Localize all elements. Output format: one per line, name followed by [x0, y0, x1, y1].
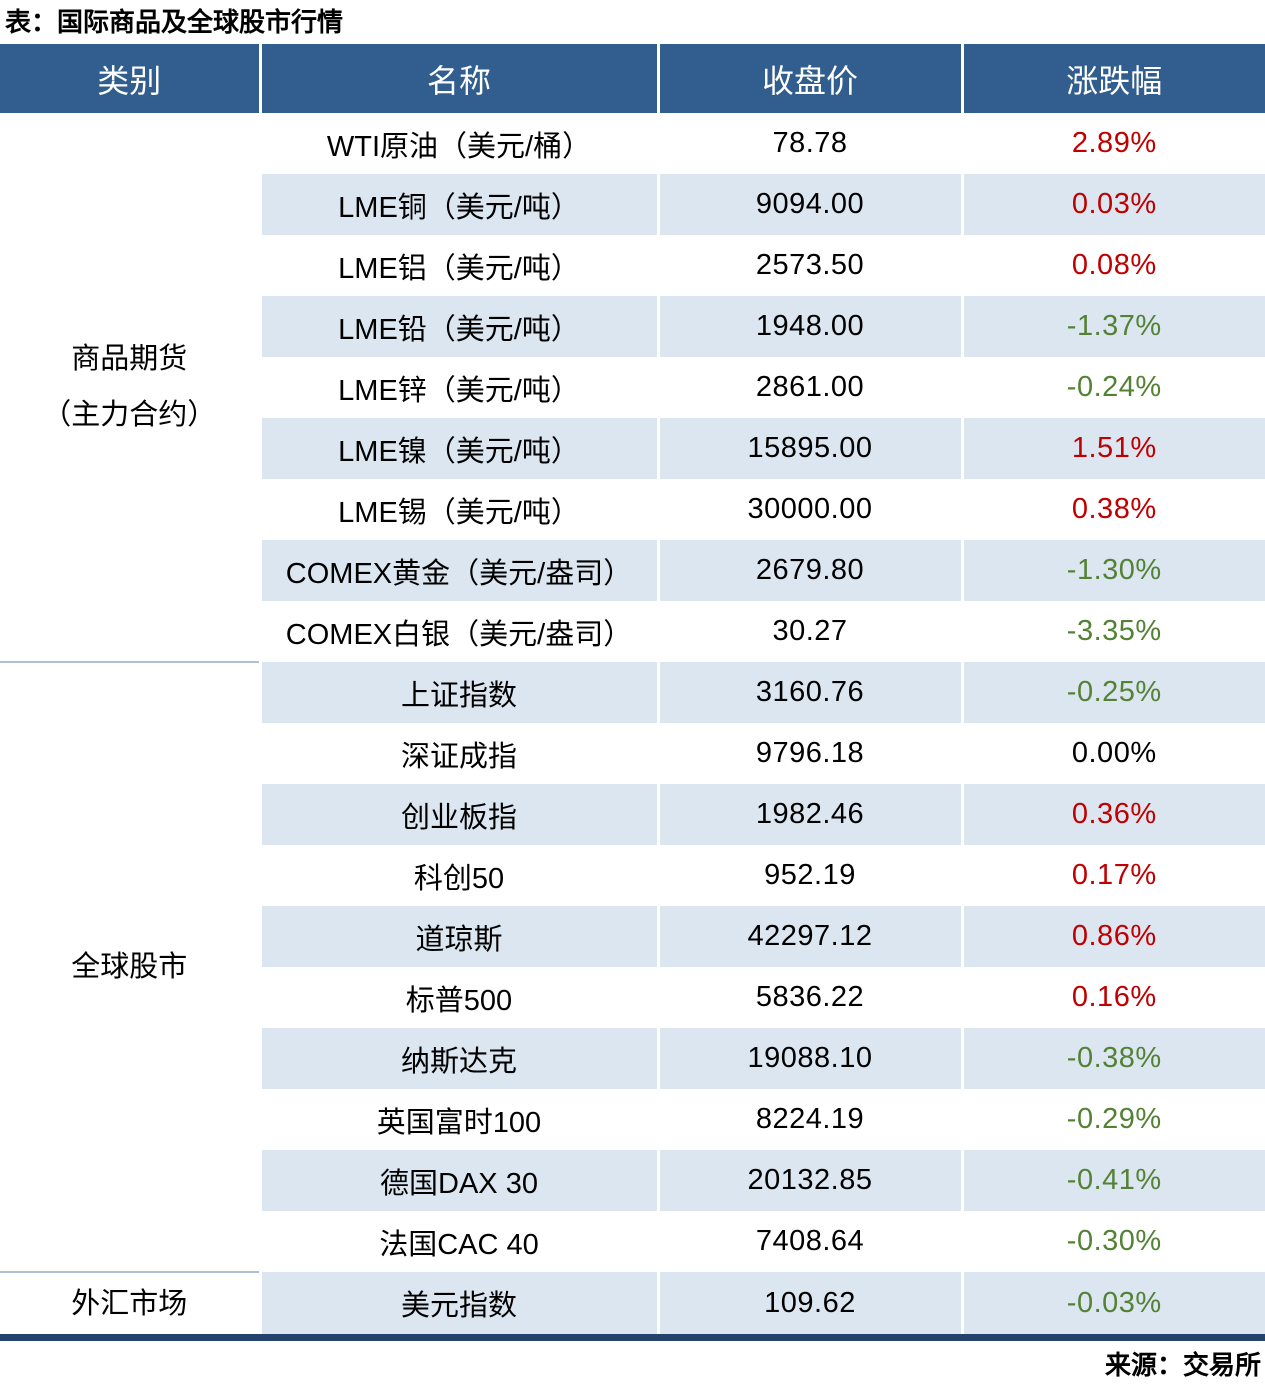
change-cell: -0.24%: [960, 357, 1265, 418]
close-price-cell: 30000.00: [656, 479, 962, 540]
change-cell: 2.89%: [960, 113, 1265, 174]
table-row: 科创50 952.19 0.17%: [0, 845, 1265, 906]
change-cell: -0.38%: [960, 1028, 1265, 1089]
name-cell: 法国CAC 40: [258, 1211, 658, 1272]
table-row: LME锌（美元/吨） 2861.00 -0.24%: [0, 357, 1265, 418]
table-bottom-border: [0, 1334, 1265, 1341]
change-cell: 0.17%: [960, 845, 1265, 906]
table-row: 英国富时100 8224.19 -0.29%: [0, 1089, 1265, 1150]
change-cell: 0.08%: [960, 235, 1265, 296]
close-price-cell: 9796.18: [656, 723, 962, 784]
name-cell: WTI原油（美元/桶）: [258, 113, 658, 174]
change-cell: 0.86%: [960, 906, 1265, 967]
change-cell: 0.36%: [960, 784, 1265, 845]
category-cell: 外汇市场: [0, 1271, 260, 1334]
change-cell: 1.51%: [960, 418, 1265, 479]
change-cell: -1.37%: [960, 296, 1265, 357]
change-cell: -0.25%: [960, 662, 1265, 723]
name-cell: 标普500: [258, 967, 658, 1028]
table-row: 外汇市场 美元指数 109.62 -0.03%: [0, 1271, 1265, 1334]
name-cell: 纳斯达克: [258, 1028, 658, 1089]
change-cell: -1.30%: [960, 540, 1265, 601]
change-cell: 0.16%: [960, 967, 1265, 1028]
close-price-cell: 1948.00: [656, 296, 962, 357]
change-cell: -0.03%: [960, 1272, 1265, 1334]
table-row: 创业板指 1982.46 0.36%: [0, 784, 1265, 845]
category-cell: 全球股市: [0, 661, 260, 1272]
close-price-cell: 78.78: [656, 113, 962, 174]
name-cell: 德国DAX 30: [258, 1150, 658, 1211]
name-cell: LME铝（美元/吨）: [258, 235, 658, 296]
header-cell-close-price: 收盘价: [656, 44, 962, 113]
name-cell: 科创50: [258, 845, 658, 906]
close-price-cell: 15895.00: [656, 418, 962, 479]
close-price-cell: 30.27: [656, 601, 962, 662]
name-cell: 美元指数: [258, 1272, 658, 1334]
name-cell: LME镍（美元/吨）: [258, 418, 658, 479]
name-cell: 创业板指: [258, 784, 658, 845]
table-row: LME锡（美元/吨） 30000.00 0.38%: [0, 479, 1265, 540]
name-cell: LME铅（美元/吨）: [258, 296, 658, 357]
table-row: COMEX黄金（美元/盎司） 2679.80 -1.30%: [0, 540, 1265, 601]
name-cell: LME铜（美元/吨）: [258, 174, 658, 235]
table-row: 商品期货 （主力合约） WTI原油（美元/桶） 78.78 2.89%: [0, 113, 1265, 662]
page-title: 表：国际商品及全球股市行情: [5, 7, 344, 37]
close-price-cell: 1982.46: [656, 784, 962, 845]
close-price-cell: 9094.00: [656, 174, 962, 235]
header-cell-name: 名称: [258, 44, 658, 113]
table-body: 商品期货 （主力合约） WTI原油（美元/桶） 78.78 2.89% LME铜（美元/吨…: [0, 113, 1265, 1334]
table-row: 法国CAC 40 7408.64 -0.30%: [0, 1211, 1265, 1272]
change-cell: 0.00%: [960, 723, 1265, 784]
name-cell: 深证成指: [258, 723, 658, 784]
name-cell: 英国富时100: [258, 1089, 658, 1150]
change-cell: -3.35%: [960, 601, 1265, 662]
name-cell: COMEX黄金（美元/盎司）: [258, 540, 658, 601]
table-row: LME铅（美元/吨） 1948.00 -1.37%: [0, 296, 1265, 357]
name-cell: LME锡（美元/吨）: [258, 479, 658, 540]
source-note: 来源：交易所: [1104, 1350, 1261, 1380]
close-price-cell: 20132.85: [656, 1150, 962, 1211]
close-price-cell: 7408.64: [656, 1211, 962, 1272]
table-row: LME镍（美元/吨） 15895.00 1.51%: [0, 418, 1265, 479]
category-cell: 商品期货 （主力合约）: [0, 113, 260, 662]
table-row: 全球股市 上证指数 3160.76 -0.25%: [0, 661, 1265, 1272]
close-price-cell: 109.62: [656, 1272, 962, 1334]
close-price-cell: 2861.00: [656, 357, 962, 418]
table-header: 类别 名称 收盘价 涨跌幅: [0, 44, 1265, 113]
name-cell: COMEX白银（美元/盎司）: [258, 601, 658, 662]
table-row: 标普500 5836.22 0.16%: [0, 967, 1265, 1028]
name-cell: 道琼斯: [258, 906, 658, 967]
table-row: 道琼斯 42297.12 0.86%: [0, 906, 1265, 967]
change-cell: -0.41%: [960, 1150, 1265, 1211]
close-price-cell: 19088.10: [656, 1028, 962, 1089]
table-row: 深证成指 9796.18 0.00%: [0, 723, 1265, 784]
table-row: COMEX白银（美元/盎司） 30.27 -3.35%: [0, 601, 1265, 662]
table-row: 德国DAX 30 20132.85 -0.41%: [0, 1150, 1265, 1211]
close-price-cell: 5836.22: [656, 967, 962, 1028]
name-cell: LME锌（美元/吨）: [258, 357, 658, 418]
close-price-cell: 42297.12: [656, 906, 962, 967]
table-row: 纳斯达克 19088.10 -0.38%: [0, 1028, 1265, 1089]
close-price-cell: 8224.19: [656, 1089, 962, 1150]
header-cell-change: 涨跌幅: [960, 44, 1265, 113]
table-row: LME铝（美元/吨） 2573.50 0.08%: [0, 235, 1265, 296]
close-price-cell: 2573.50: [656, 235, 962, 296]
close-price-cell: 952.19: [656, 845, 962, 906]
change-cell: -0.29%: [960, 1089, 1265, 1150]
header-row: 类别 名称 收盘价 涨跌幅: [0, 44, 1265, 113]
change-cell: 0.38%: [960, 479, 1265, 540]
market-table: 类别 名称 收盘价 涨跌幅 商品期货 （主力合约） WTI原油（美元/桶） 78.78…: [0, 44, 1265, 1334]
change-cell: -0.30%: [960, 1211, 1265, 1272]
close-price-cell: 3160.76: [656, 662, 962, 723]
name-cell: 上证指数: [258, 662, 658, 723]
close-price-cell: 2679.80: [656, 540, 962, 601]
header-cell-category: 类别: [0, 44, 260, 113]
table-row: LME铜（美元/吨） 9094.00 0.03%: [0, 174, 1265, 235]
change-cell: 0.03%: [960, 174, 1265, 235]
